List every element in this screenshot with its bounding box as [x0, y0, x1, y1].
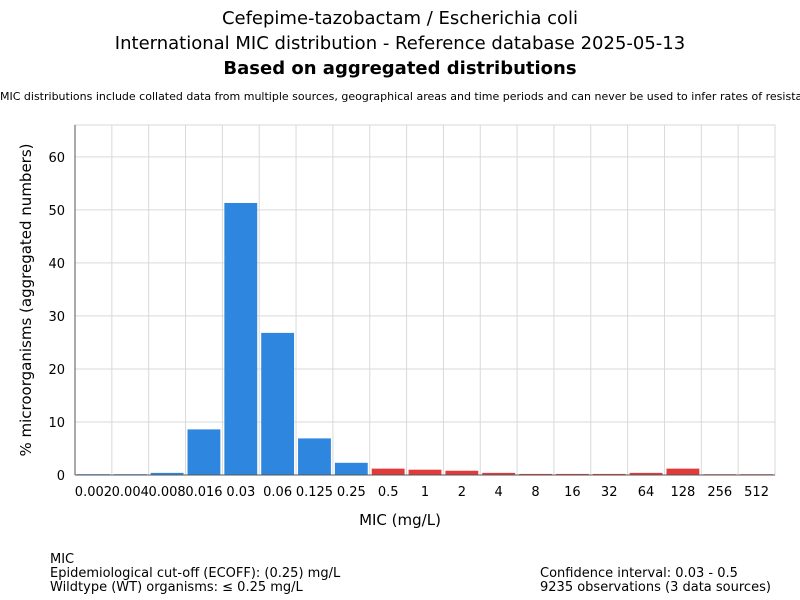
y-tick-label: 20: [48, 363, 65, 378]
bar-4: [482, 472, 516, 475]
y-tick-label: 40: [48, 257, 65, 272]
x-tick-label: 128: [670, 485, 695, 500]
bar-0.06: [261, 332, 295, 475]
x-tick-label: 0.002: [75, 485, 112, 500]
bar-0.25: [334, 462, 368, 475]
bar-64: [629, 472, 663, 475]
x-tick-label: 0.5: [378, 485, 399, 500]
x-tick-label: 4: [495, 485, 503, 500]
x-tick-label: 0.125: [296, 485, 333, 500]
x-tick-label: 1: [421, 485, 429, 500]
y-axis-label: % microorganisms (aggregated numbers): [17, 143, 35, 456]
bar-2: [445, 470, 479, 475]
y-tick-label: 30: [48, 310, 65, 325]
chart-subtitle: MIC distributions include collated data …: [0, 90, 800, 103]
bar-0.5: [371, 468, 405, 475]
footer-ecoff: Epidemiological cut-off (ECOFF): (0.25) …: [50, 566, 341, 581]
footer-wildtype: Wildtype (WT) organisms: ≤ 0.25 mg/L: [50, 580, 303, 595]
y-tick-label: 10: [48, 416, 65, 431]
x-tick-label: 0.03: [226, 485, 255, 500]
x-tick-label: 2: [458, 485, 466, 500]
x-tick-label: 8: [531, 485, 539, 500]
footer-mic-label: MIC: [50, 552, 75, 567]
x-tick-label: 0.25: [337, 485, 366, 500]
x-tick-label: 64: [638, 485, 655, 500]
bar-0.008: [150, 472, 184, 475]
y-tick-label: 50: [48, 204, 65, 219]
x-tick-label: 32: [601, 485, 618, 500]
bar-0.125: [298, 438, 331, 475]
bar-1: [408, 469, 442, 475]
bar-32: [592, 473, 626, 475]
x-tick-label: 256: [707, 485, 732, 500]
x-tick-label: 0.008: [148, 485, 185, 500]
chart-title-line-2: International MIC distribution - Referen…: [114, 33, 686, 54]
x-tick-label: 0.016: [185, 485, 222, 500]
x-axis-label: MIC (mg/L): [359, 511, 441, 529]
bar-128: [666, 468, 700, 475]
x-tick-label: 16: [564, 485, 581, 500]
plot-frame: [74, 124, 776, 476]
bar-8: [519, 473, 552, 475]
footer-observations: 9235 observations (3 data sources): [540, 580, 771, 595]
y-tick-label: 0: [57, 469, 65, 484]
bar-0.03: [224, 202, 258, 476]
x-tick-label: 0.004: [112, 485, 149, 500]
bar-0.016: [187, 429, 221, 475]
bar-16: [555, 473, 589, 475]
chart-title-line-1: Cefepime-tazobactam / Escherichia coli: [221, 8, 579, 29]
x-tick-label: 512: [744, 485, 769, 500]
chart-title-line-3: Based on aggregated distributions: [223, 58, 577, 79]
y-tick-label: 60: [48, 151, 65, 166]
footer-confidence-interval: Confidence interval: 0.03 - 0.5: [540, 566, 738, 581]
x-tick-label: 0.06: [263, 485, 292, 500]
